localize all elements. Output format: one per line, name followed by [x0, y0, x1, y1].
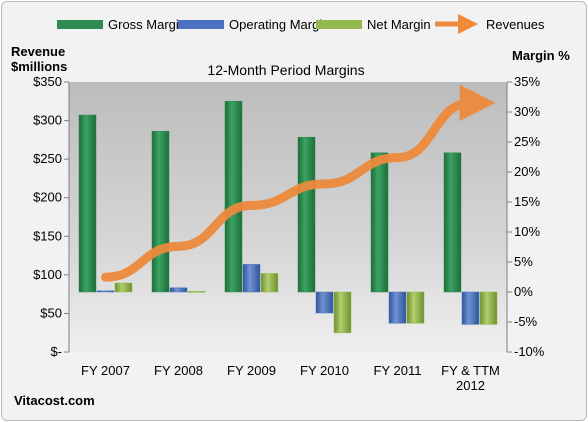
bar-net-margin-fy-2011 — [406, 291, 425, 324]
y-right-tick-label: 10% — [514, 224, 540, 239]
legend-swatch-gross-margin — [57, 20, 103, 29]
y-right-tick-label: 20% — [514, 164, 540, 179]
y-left-title-line2: $millions — [11, 59, 67, 74]
bar-operating-margin-fy-2010 — [315, 291, 334, 314]
legend-swatch-operating-margin — [178, 20, 224, 29]
bar-gross-margin-fy-2009 — [224, 100, 243, 293]
y-right-tick-label: 35% — [514, 74, 540, 89]
bar-net-margin-fy-2009 — [260, 273, 279, 293]
y-right-tick-label: 25% — [514, 134, 540, 149]
y-right-tick-label: 5% — [514, 254, 533, 269]
legend-swatch-net-margin — [316, 20, 362, 29]
bar-net-margin-fy-2010 — [333, 291, 352, 334]
legend: Gross Margin Operating Margin Net Margin… — [57, 14, 545, 34]
bar-net-margin-fy-ttm-2012 — [479, 291, 498, 325]
y-left-tick-label: $250 — [33, 151, 62, 166]
bar-gross-margin-fy-ttm-2012 — [443, 152, 462, 293]
y-right-tick-label: -10% — [514, 344, 545, 359]
x-tick-label-fy-2011: FY 2011 — [374, 363, 422, 378]
bar-net-margin-fy-2008 — [187, 291, 206, 293]
bar-operating-margin-fy-ttm-2012 — [461, 291, 480, 325]
legend-label-net-margin: Net Margin — [367, 17, 431, 32]
y-left-tick-label: $100 — [33, 267, 62, 282]
bar-gross-margin-fy-2008 — [151, 130, 170, 293]
bar-gross-margin-fy-2007 — [78, 114, 97, 293]
bar-gross-margin-fy-2010 — [297, 136, 316, 293]
y-left-tick-label: $300 — [33, 113, 62, 128]
y-right-title: Margin % — [512, 48, 570, 63]
legend-label-operating-margin: Operating Margin — [229, 17, 329, 32]
x-tick-label-fy-2009: FY 2009 — [227, 363, 276, 378]
x-tick-label-fy-2010: FY 2010 — [300, 363, 349, 378]
revenues-line — [101, 84, 496, 282]
chart-title: 12-Month Period Margins — [207, 62, 364, 78]
y-left-tick-label: $50 — [40, 305, 62, 320]
x-tick-label-fy-ttm-2012: 2012 — [456, 378, 485, 393]
y-left-title-line1: Revenue — [11, 44, 65, 59]
bar-gross-margin-fy-2011 — [370, 152, 389, 293]
y-left-tick-label: $350 — [33, 74, 62, 89]
bar-operating-margin-fy-2008 — [169, 287, 188, 293]
source-label: Vitacost.com — [14, 393, 95, 408]
y-left-tick-label: $200 — [33, 190, 62, 205]
y-right-tick-label: 15% — [514, 194, 540, 209]
x-tick-label-fy-2008: FY 2008 — [154, 363, 203, 378]
y-left-tick-label: $150 — [33, 228, 62, 243]
bar-operating-margin-fy-2007 — [96, 290, 115, 293]
y-right-tick-label: 0% — [514, 284, 533, 299]
y-left-tick-label: $- — [50, 344, 62, 359]
bar-operating-margin-fy-2009 — [242, 264, 261, 293]
y-right-tick-label: 30% — [514, 104, 540, 119]
bar-net-margin-fy-2007 — [114, 282, 133, 293]
x-tick-label-fy-ttm-2012: FY & TTM — [441, 363, 500, 378]
legend-label-gross-margin: Gross Margin — [108, 17, 186, 32]
y-right-tick-label: -5% — [514, 314, 538, 329]
x-tick-label-fy-2007: FY 2007 — [81, 363, 130, 378]
bar-operating-margin-fy-2011 — [388, 291, 407, 324]
legend-label-revenues: Revenues — [486, 17, 545, 32]
